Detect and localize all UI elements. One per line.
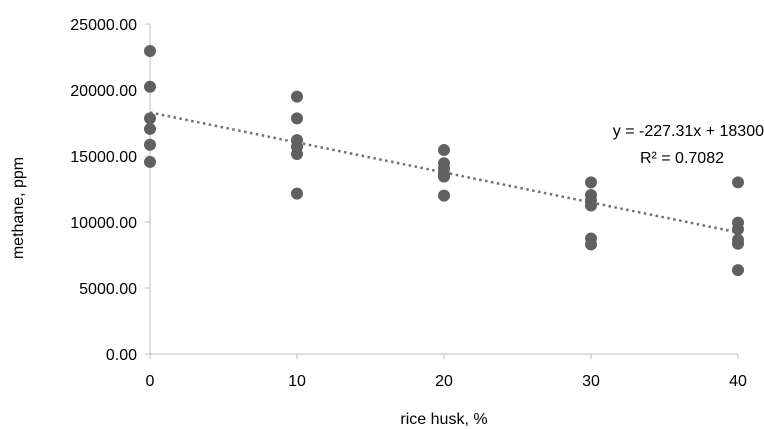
data-points [144,45,744,277]
y-tick-label: 25000.00 [70,17,137,34]
x-tick-label: 30 [582,373,600,390]
data-point [291,187,303,200]
data-point [144,122,156,135]
y-tick-label: 0.00 [106,347,137,364]
data-point [438,170,450,183]
data-point [732,237,744,250]
data-point [585,199,597,212]
axes [149,24,738,355]
y-tick-label: 10000.00 [70,215,137,232]
x-axis-title: rice husk, % [400,411,487,428]
data-point [438,189,450,202]
y-axis-title: methane, ppm [10,157,27,259]
r-squared-label: R² = 0.7082 [640,150,724,167]
x-tick-label: 40 [729,373,747,390]
data-point [585,238,597,251]
x-tick-label: 0 [146,373,155,390]
data-point [438,144,450,157]
y-tick-label: 20000.00 [70,83,137,100]
x-tick-label: 20 [435,373,453,390]
data-point [291,112,303,125]
data-point [291,148,303,161]
x-tick-labels: 0 10 20 30 40 [146,354,747,390]
data-point [144,80,156,93]
data-point [732,223,744,236]
data-point [585,176,597,189]
data-point [144,45,156,58]
data-point [291,90,303,103]
data-point [144,138,156,151]
data-point [732,176,744,189]
data-point [144,155,156,168]
x-tick-label: 10 [288,373,306,390]
y-tick-label: 5000.00 [79,281,137,298]
data-point [144,112,156,125]
y-tick-label: 15000.00 [70,149,137,166]
trendline-equation: y = -227.31x + 18300 [613,123,764,140]
data-point [732,264,744,277]
y-tick-labels: 0.00 5000.00 10000.00 15000.00 20000.00 25000… [70,17,150,364]
